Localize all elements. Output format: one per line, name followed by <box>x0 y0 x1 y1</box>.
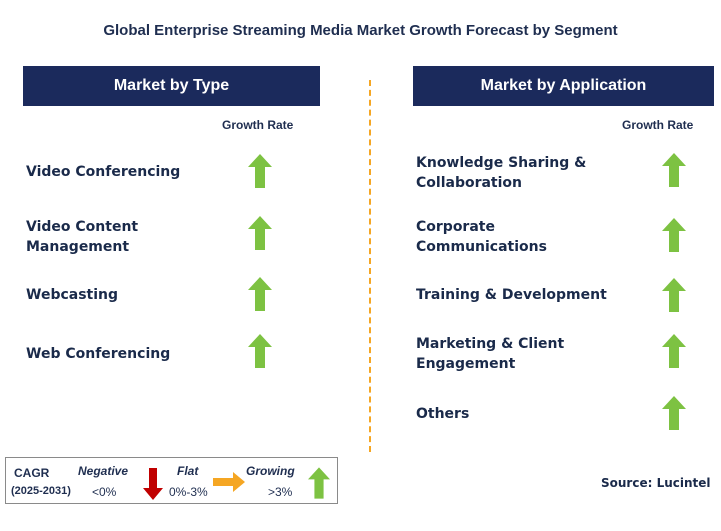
right-item-2-line-2: Communications <box>416 239 547 255</box>
legend-period: (2025-2031) <box>11 485 71 497</box>
left-item-2-line-1: Video Content <box>26 219 139 235</box>
up-arrow-icon <box>662 218 686 252</box>
legend-flat-label: Flat <box>177 464 199 478</box>
up-arrow-icon <box>248 216 272 250</box>
left-item-3: Webcasting <box>26 285 226 305</box>
left-item-2: Video Content Management <box>26 217 226 257</box>
legend-flat-range: 0%-3% <box>169 485 208 499</box>
legend-cagr-label: CAGR <box>14 466 50 480</box>
legend-growing-label: Growing <box>246 464 295 478</box>
up-arrow-icon <box>248 154 272 188</box>
left-panel-header: Market by Type <box>23 66 320 106</box>
right-item-3: Training & Development <box>416 285 616 305</box>
right-arrow-icon <box>213 472 245 492</box>
up-arrow-icon <box>662 153 686 187</box>
right-item-3-line-1: Training & Development <box>416 287 607 303</box>
right-item-4-line-2: Engagement <box>416 356 516 372</box>
up-arrow-icon <box>662 278 686 312</box>
right-item-2-line-1: Corporate <box>416 219 495 235</box>
cagr-legend: CAGR (2025-2031) Negative <0% Flat 0%-3%… <box>5 457 338 504</box>
right-item-4: Marketing & Client Engagement <box>416 334 606 374</box>
source-label: Source: Lucintel <box>601 476 711 490</box>
right-item-1: Knowledge Sharing & Collaboration <box>416 153 606 193</box>
panel-divider <box>369 80 371 452</box>
page-title: Global Enterprise Streaming Media Market… <box>103 22 618 39</box>
right-panel-header: Market by Application <box>413 66 714 106</box>
right-item-5: Others <box>416 404 606 424</box>
right-item-5-line-1: Others <box>416 406 470 422</box>
legend-negative-range: <0% <box>92 485 117 499</box>
left-item-2-line-2: Management <box>26 239 130 255</box>
up-arrow-icon <box>248 334 272 368</box>
left-item-3-line-1: Webcasting <box>26 287 119 303</box>
right-growth-rate-label: Growth Rate <box>622 118 694 132</box>
left-item-4: Web Conferencing <box>26 344 226 364</box>
left-growth-rate-label: Growth Rate <box>222 118 294 132</box>
down-arrow-icon <box>143 468 163 500</box>
up-arrow-icon <box>662 334 686 368</box>
up-arrow-icon <box>248 277 272 311</box>
left-item-1: Video Conferencing <box>26 162 226 182</box>
legend-growing-range: >3% <box>268 485 293 499</box>
left-item-1-line-1: Video Conferencing <box>26 164 181 180</box>
left-item-4-line-1: Web Conferencing <box>26 346 171 362</box>
right-item-2: Corporate Communications <box>416 217 606 257</box>
right-item-1-line-2: Collaboration <box>416 175 523 191</box>
up-arrow-icon <box>308 467 330 499</box>
right-item-1-line-1: Knowledge Sharing & <box>416 155 587 171</box>
up-arrow-icon <box>662 396 686 430</box>
legend-negative-label: Negative <box>78 464 129 478</box>
right-item-4-line-1: Marketing & Client <box>416 336 565 352</box>
